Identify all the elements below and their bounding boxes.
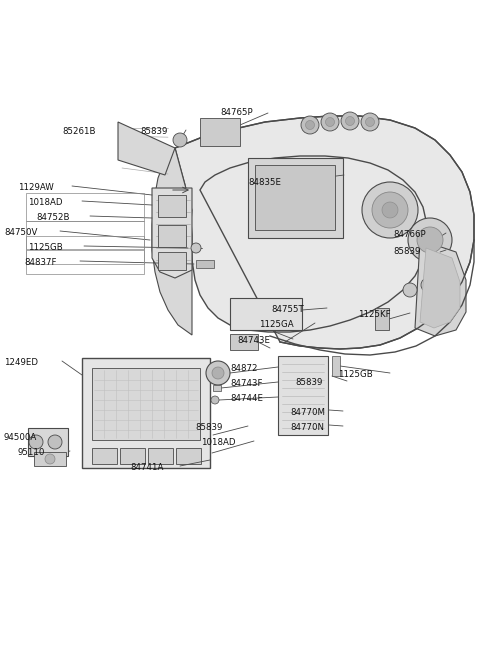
Circle shape [173,133,187,147]
Bar [158,252,186,270]
Text: 84766P: 84766P [393,230,426,239]
Circle shape [191,243,201,253]
Polygon shape [175,116,474,349]
Bar [213,385,221,391]
Bar [255,165,335,230]
Text: 1249ED: 1249ED [4,358,38,367]
Circle shape [45,454,55,464]
Text: 85261B: 85261B [62,127,96,136]
Circle shape [421,278,435,292]
Circle shape [29,435,43,449]
Circle shape [305,121,314,130]
Text: 85839: 85839 [295,378,323,387]
Polygon shape [118,122,175,175]
Circle shape [372,192,408,228]
Text: 84741A: 84741A [130,463,163,472]
Polygon shape [278,356,328,435]
Circle shape [365,117,374,126]
Text: 1125KF: 1125KF [358,310,391,319]
Text: 1125GB: 1125GB [28,243,63,252]
Circle shape [212,367,224,379]
Circle shape [341,112,359,130]
Bar [375,308,389,330]
Polygon shape [82,358,210,468]
Bar [26,250,144,274]
Polygon shape [152,148,192,335]
Text: 84770M: 84770M [290,408,325,417]
Circle shape [346,117,355,126]
Circle shape [382,202,398,218]
Bar [230,334,258,350]
Bar [92,448,117,464]
Circle shape [361,113,379,131]
Text: 85839: 85839 [140,127,168,136]
Circle shape [417,227,443,253]
Text: 84752B: 84752B [36,213,70,222]
Bar [248,158,343,238]
Text: 84743E: 84743E [237,336,270,345]
Polygon shape [420,248,460,328]
Circle shape [325,117,335,126]
Text: 94500A: 94500A [4,433,37,442]
Text: 1018AD: 1018AD [201,438,236,447]
Text: 85839: 85839 [195,423,222,432]
Bar [158,195,186,217]
Text: 1018AD: 1018AD [28,198,62,207]
Bar [332,356,340,376]
Text: 84835E: 84835E [248,178,281,187]
Circle shape [321,113,339,131]
Text: 84755T: 84755T [271,305,304,314]
Circle shape [301,116,319,134]
Polygon shape [152,188,192,278]
Circle shape [362,182,418,238]
Bar [26,221,144,249]
Text: 84744E: 84744E [230,394,263,403]
Text: 84750V: 84750V [4,228,37,237]
Bar [34,452,66,466]
Bar [28,428,68,456]
Text: 1125GA: 1125GA [259,320,294,329]
Circle shape [48,435,62,449]
Circle shape [206,361,230,385]
Circle shape [211,396,219,404]
Circle shape [438,271,452,285]
Bar [26,236,144,264]
Bar [196,260,214,268]
Bar [26,193,144,221]
Bar [176,448,201,464]
Text: 84837F: 84837F [24,258,57,267]
Bar [148,448,173,464]
Bar [92,368,200,440]
Text: 95110: 95110 [18,448,46,457]
Text: 84765P: 84765P [220,108,252,117]
Bar [120,448,145,464]
Bar [200,118,240,146]
Circle shape [408,218,452,262]
Text: 85839: 85839 [393,247,420,256]
Bar [230,298,302,330]
Text: 84743F: 84743F [230,379,263,388]
Text: 1129AW: 1129AW [18,183,54,192]
Text: 1125GB: 1125GB [338,370,373,379]
Bar [158,225,186,247]
Polygon shape [415,240,466,336]
Text: 84872: 84872 [230,364,257,373]
Text: 84770N: 84770N [290,423,324,432]
Circle shape [403,283,417,297]
